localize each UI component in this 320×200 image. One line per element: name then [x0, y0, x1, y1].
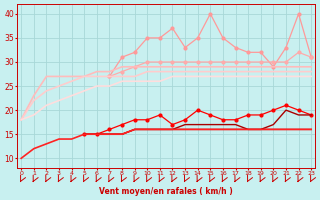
X-axis label: Vent moyen/en rafales ( km/h ): Vent moyen/en rafales ( km/h ) [99, 187, 233, 196]
